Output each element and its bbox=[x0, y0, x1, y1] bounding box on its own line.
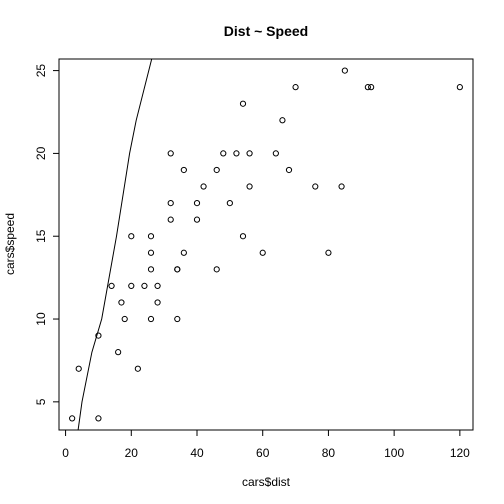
series-line bbox=[77, 58, 153, 431]
data-point bbox=[167, 216, 174, 223]
y-tick-label: 25 bbox=[34, 64, 48, 78]
data-point bbox=[154, 299, 161, 306]
data-point bbox=[246, 150, 253, 157]
data-point bbox=[246, 183, 253, 190]
x-axis: 0 20 40 60 80 100 120 bbox=[62, 430, 470, 460]
data-point bbox=[364, 84, 371, 91]
data-point bbox=[213, 266, 220, 273]
data-point bbox=[239, 100, 247, 107]
data-point bbox=[75, 365, 82, 372]
data-point bbox=[220, 150, 227, 157]
y-axis-label: cars$speed bbox=[3, 213, 17, 275]
y-tick-label: 10 bbox=[34, 312, 48, 326]
data-point bbox=[180, 249, 187, 256]
y-axis: 5 10 15 20 25 bbox=[34, 64, 59, 405]
data-point bbox=[174, 266, 181, 273]
data-point bbox=[147, 266, 155, 273]
data-point bbox=[226, 199, 233, 207]
data-point bbox=[279, 117, 286, 124]
data-point bbox=[167, 150, 174, 157]
data-point bbox=[272, 150, 279, 157]
data-point bbox=[128, 233, 135, 240]
data-point bbox=[325, 249, 332, 256]
data-point bbox=[180, 166, 187, 174]
data-point bbox=[259, 249, 266, 256]
data-point bbox=[174, 315, 181, 323]
data-point bbox=[141, 282, 148, 290]
data-point bbox=[239, 233, 247, 240]
data-point bbox=[134, 365, 141, 372]
data-point bbox=[147, 249, 155, 256]
data-point bbox=[115, 349, 122, 356]
x-tick-label: 20 bbox=[125, 446, 139, 460]
data-point bbox=[95, 415, 102, 422]
data-point bbox=[108, 282, 115, 290]
plot-frame bbox=[58, 58, 474, 431]
data-point bbox=[147, 315, 155, 323]
data-point bbox=[285, 166, 293, 174]
data-point bbox=[118, 299, 125, 306]
data-point bbox=[338, 183, 345, 190]
y-tick-label: 15 bbox=[34, 229, 48, 243]
data-point bbox=[95, 332, 102, 339]
data-point bbox=[167, 199, 174, 207]
data-point bbox=[121, 315, 128, 323]
data-point bbox=[200, 183, 207, 190]
data-point bbox=[456, 84, 463, 91]
x-tick-label: 120 bbox=[450, 446, 470, 460]
data-point bbox=[292, 84, 299, 91]
x-tick-label: 100 bbox=[384, 446, 404, 460]
x-tick-label: 40 bbox=[190, 446, 204, 460]
data-point bbox=[154, 282, 161, 290]
x-axis-label: cars$dist bbox=[242, 475, 291, 489]
chart-title: Dist ~ Speed bbox=[224, 23, 308, 39]
data-point bbox=[368, 84, 375, 91]
data-point bbox=[193, 199, 201, 207]
data-point bbox=[233, 150, 240, 157]
y-tick-label: 5 bbox=[34, 398, 48, 405]
x-tick-label: 60 bbox=[256, 446, 270, 460]
x-tick-label: 0 bbox=[62, 446, 69, 460]
scatter-points bbox=[69, 67, 463, 422]
y-tick-label: 20 bbox=[34, 146, 48, 160]
series-line-group bbox=[77, 58, 153, 431]
data-point bbox=[147, 233, 155, 240]
data-point bbox=[213, 166, 220, 174]
data-point bbox=[128, 282, 135, 290]
data-point bbox=[69, 415, 76, 422]
data-point bbox=[341, 67, 348, 74]
data-point bbox=[312, 183, 319, 190]
data-point bbox=[193, 216, 201, 223]
x-tick-label: 80 bbox=[322, 446, 336, 460]
